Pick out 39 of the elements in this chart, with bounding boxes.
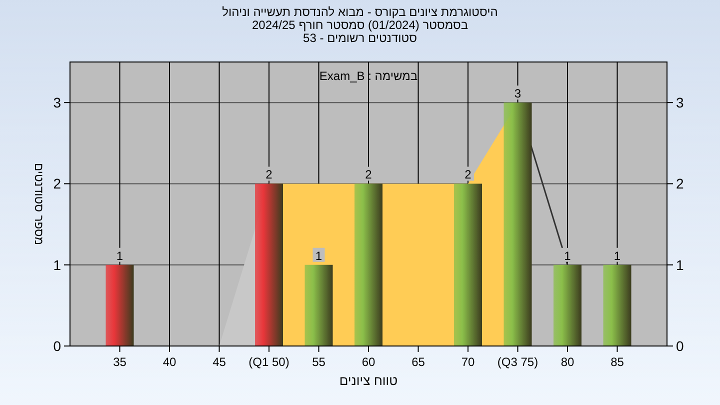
x-tick-label: (Q1 50): [248, 355, 290, 369]
bar: [454, 184, 482, 346]
x-tick-label: (Q3 75): [497, 355, 538, 369]
y-tick-label: 3: [53, 94, 62, 111]
x-tick-label: 80: [560, 355, 574, 369]
data-label: 3: [514, 86, 522, 101]
bar: [106, 264, 134, 346]
data-label: 2: [365, 168, 372, 182]
y-axis-title: מספר סטודנטים: [32, 162, 46, 246]
bar: [603, 264, 632, 346]
data-label: 1: [116, 248, 124, 263]
bar: [304, 264, 333, 346]
bar: [554, 264, 582, 346]
chart-title: היסטוגרמת ציונים בקורס - מבוא להנדסת תעשייה וניהול: [222, 5, 498, 19]
data-label: 2: [464, 168, 472, 182]
y2-tick-label: 2: [676, 176, 684, 192]
data-label: 2: [266, 168, 273, 182]
data-label: 1: [614, 248, 621, 263]
annotation: Exam_B : במשימה: [319, 69, 418, 83]
chart-subtitle: בסמסטר (01/2024) סמסטר חורף 2024/25 סטודנטים רשומים - 53: [252, 18, 468, 45]
y-tick-label: 1: [53, 256, 62, 273]
y2-tick-label: 1: [676, 256, 684, 273]
data-label: 1: [564, 248, 572, 263]
x-tick-label: 65: [412, 355, 426, 369]
x-tick-label: 55: [312, 355, 326, 369]
y2-tick-label: 3: [676, 94, 684, 111]
x-axis-title: טווח ציונים: [339, 373, 398, 388]
data-label: 1: [315, 248, 322, 263]
x-tick-label: 35: [113, 355, 127, 369]
x-tick-label: 45: [212, 355, 226, 369]
y2-tick-label: 0: [676, 338, 684, 354]
x-tick-label: 85: [610, 355, 624, 369]
x-tick-label: 60: [362, 355, 376, 369]
bar: [354, 184, 382, 346]
y-tick-label: 2: [53, 176, 62, 192]
x-tick-label: 40: [162, 355, 176, 369]
y-tick-label: 0: [53, 338, 62, 354]
x-tick-label: 70: [461, 355, 475, 369]
bar: [504, 102, 532, 346]
